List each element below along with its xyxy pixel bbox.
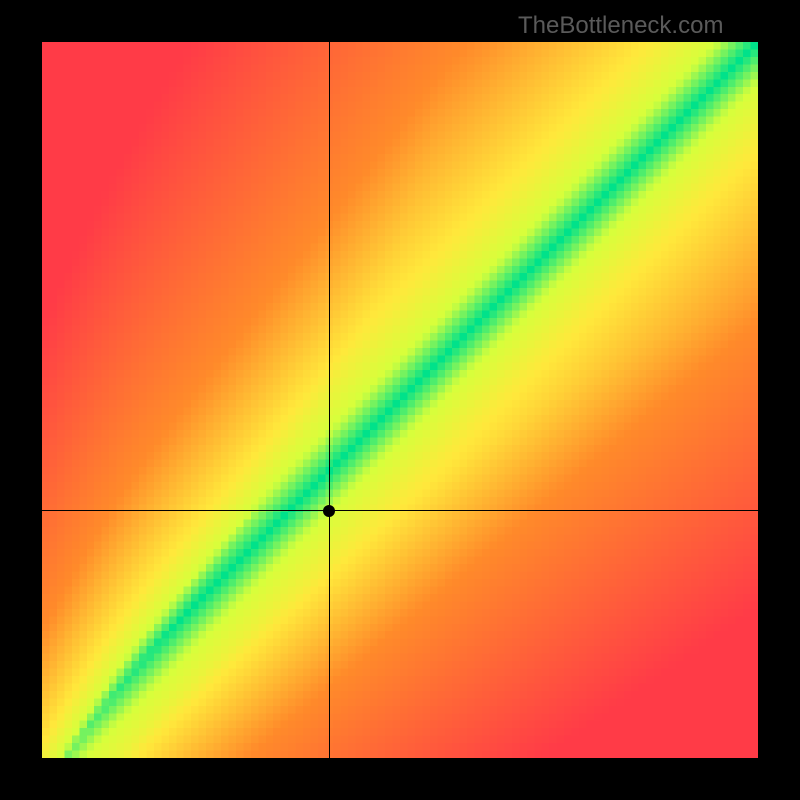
selection-point [323, 505, 335, 517]
bottleneck-heatmap [42, 42, 758, 758]
crosshair-vertical [329, 42, 330, 758]
crosshair-horizontal [42, 510, 758, 511]
chart-container: TheBottleneck.com [0, 0, 800, 800]
watermark-text: TheBottleneck.com [518, 12, 723, 40]
